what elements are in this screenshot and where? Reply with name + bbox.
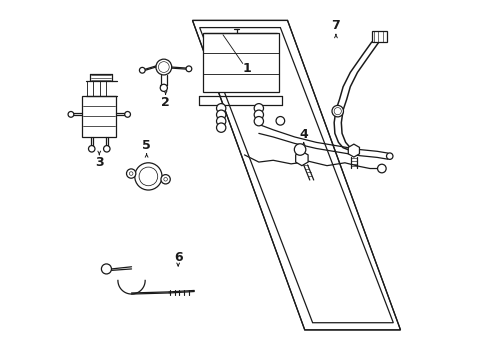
Circle shape [139,67,145,73]
Circle shape [254,104,263,113]
Circle shape [216,110,225,120]
Polygon shape [192,21,400,330]
Circle shape [294,144,305,155]
Circle shape [103,145,110,152]
Text: 6: 6 [174,251,182,264]
Text: 4: 4 [299,127,307,141]
Circle shape [386,153,392,159]
Circle shape [158,62,169,72]
Circle shape [129,172,133,175]
Circle shape [331,105,343,117]
Bar [371,31,386,42]
Circle shape [163,177,167,181]
Bar [82,96,116,137]
Text: 5: 5 [142,139,151,152]
Circle shape [216,117,225,126]
Circle shape [216,123,225,132]
Circle shape [377,164,386,173]
Circle shape [160,84,167,91]
Circle shape [216,104,225,113]
Circle shape [333,108,341,115]
Text: 1: 1 [243,62,251,75]
Polygon shape [347,144,359,157]
Circle shape [135,163,162,190]
Circle shape [156,59,171,75]
Text: 3: 3 [95,156,103,168]
Circle shape [101,264,111,274]
Polygon shape [295,151,307,166]
Circle shape [276,117,284,125]
Circle shape [124,112,130,117]
Circle shape [139,167,158,186]
Circle shape [68,112,74,117]
Circle shape [161,175,170,184]
Text: 7: 7 [331,19,340,32]
Circle shape [126,169,136,178]
Circle shape [88,145,95,152]
Bar [202,33,278,92]
Circle shape [185,66,191,72]
Circle shape [254,110,263,120]
Circle shape [254,117,263,126]
Text: 2: 2 [161,96,170,109]
